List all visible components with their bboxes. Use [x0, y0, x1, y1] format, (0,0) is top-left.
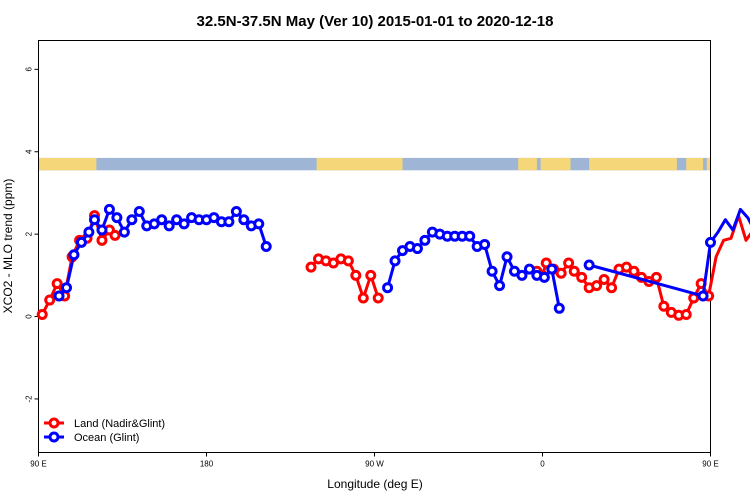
data-point — [382, 282, 394, 294]
data-point — [365, 269, 377, 281]
data-point — [479, 238, 491, 250]
data-point — [576, 271, 588, 283]
data-point — [89, 214, 100, 226]
x-axis-label: Longitude (deg E) — [327, 477, 422, 491]
x-tick-label: 90 W — [365, 460, 384, 469]
x-tick-label: 90 E — [30, 460, 46, 469]
series-ocean — [53, 203, 750, 314]
land-band — [38, 157, 97, 171]
x-axis: 90 E 180 90 W 0 90 E — [30, 452, 719, 469]
data-point — [516, 269, 528, 281]
data-point — [96, 224, 108, 236]
data-point — [591, 280, 603, 292]
data-point — [553, 302, 565, 314]
legend: Land (Nadir&Glint) Ocean (Glint) — [44, 417, 165, 444]
data-point — [650, 271, 662, 283]
data-point — [230, 205, 242, 217]
data-point — [501, 251, 513, 263]
y-axis-label: XCO2 - MLO trend (ppm) — [1, 179, 15, 314]
y-tick-label: 4 — [25, 149, 34, 154]
legend-land-label: Land (Nadir&Glint) — [74, 418, 165, 430]
data-point — [523, 263, 535, 275]
y-tick-label: -2 — [25, 395, 34, 403]
series-layer — [36, 203, 750, 321]
data-point — [342, 255, 354, 267]
x-tick-label: 0 — [540, 460, 545, 469]
x-tick-label: 90 E — [702, 460, 718, 469]
data-point — [260, 241, 272, 252]
data-point — [598, 273, 610, 285]
land-band — [686, 157, 704, 171]
data-point — [61, 282, 72, 294]
data-point — [389, 255, 401, 267]
data-point — [540, 257, 552, 269]
data-point — [464, 230, 476, 242]
data-point — [680, 308, 692, 320]
data-point — [372, 292, 384, 304]
land-band — [540, 157, 571, 171]
legend-ocean-label: Ocean (Glint) — [74, 432, 139, 444]
land-band — [316, 157, 403, 171]
data-point — [96, 234, 108, 246]
data-point — [357, 292, 369, 304]
data-point — [563, 257, 575, 269]
data-point — [546, 263, 558, 275]
data-point — [419, 234, 431, 246]
y-tick-label: 0 — [25, 314, 34, 319]
data-point — [109, 229, 121, 241]
data-point — [111, 212, 123, 224]
data-point — [658, 300, 670, 312]
data-point — [83, 226, 95, 238]
data-point — [555, 267, 567, 279]
y-tick-label: 6 — [25, 67, 34, 72]
data-point — [75, 236, 87, 248]
data-point — [36, 308, 48, 320]
x-tick-label: 180 — [200, 460, 214, 469]
data-point — [126, 214, 138, 226]
legend-ocean-marker — [48, 431, 60, 443]
data-point — [568, 265, 580, 277]
y-axis: -2 0 2 4 6 — [25, 67, 39, 403]
data-point — [163, 220, 175, 232]
data-point — [223, 216, 235, 228]
data-point — [606, 282, 618, 294]
data-point — [118, 226, 130, 238]
data-point — [350, 269, 362, 281]
data-point — [238, 214, 250, 226]
land-band — [518, 157, 537, 171]
land-band — [589, 157, 677, 171]
legend-land-marker — [48, 417, 60, 429]
data-point — [494, 280, 506, 292]
data-point — [156, 214, 168, 226]
data-point — [628, 265, 640, 277]
data-point — [44, 294, 56, 306]
data-point — [68, 249, 80, 261]
data-point — [53, 290, 65, 302]
land-band — [706, 157, 711, 171]
data-point — [103, 203, 115, 215]
data-point — [583, 259, 595, 271]
plot-frame — [38, 40, 711, 453]
data-point — [253, 218, 265, 230]
data-point — [705, 236, 716, 248]
data-point — [697, 290, 709, 302]
data-point — [411, 243, 423, 255]
data-point — [178, 218, 190, 230]
data-point — [538, 271, 550, 283]
data-point — [486, 265, 498, 277]
chart-title: 32.5N-37.5N May (Ver 10) 2015-01-01 to 2… — [197, 13, 554, 30]
land-ocean-mask-strip — [38, 157, 711, 171]
data-point — [305, 261, 317, 273]
data-point — [51, 278, 63, 290]
data-point — [133, 205, 145, 217]
y-tick-label: 2 — [25, 231, 34, 236]
